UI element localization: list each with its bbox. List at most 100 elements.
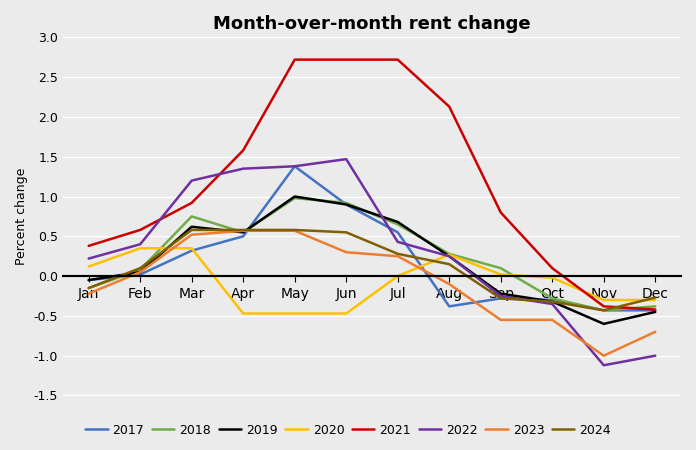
2018 (290, 195, 299, 201)
2023 (548, 317, 556, 323)
2019 (342, 202, 350, 207)
2019 (239, 230, 247, 235)
2020 (239, 311, 247, 316)
2018 (239, 230, 247, 235)
2022 (187, 178, 196, 183)
2022 (599, 363, 608, 368)
2023 (136, 270, 144, 275)
2020 (393, 274, 402, 279)
2017 (239, 234, 247, 239)
Line: 2017: 2017 (88, 166, 655, 310)
2022 (239, 166, 247, 171)
2019 (496, 291, 505, 296)
2023 (290, 228, 299, 234)
2021 (496, 210, 505, 215)
2020 (187, 246, 196, 251)
2017 (84, 277, 93, 283)
2021 (445, 104, 453, 109)
Line: 2019: 2019 (88, 197, 655, 324)
2021 (548, 266, 556, 271)
2022 (393, 239, 402, 245)
2021 (599, 304, 608, 309)
2018 (548, 296, 556, 301)
2017 (290, 163, 299, 169)
2020 (136, 246, 144, 251)
2019 (445, 253, 453, 259)
2020 (548, 275, 556, 280)
2021 (239, 148, 247, 153)
2021 (342, 57, 350, 62)
2024 (496, 296, 505, 301)
2021 (84, 243, 93, 248)
Legend: 2017, 2018, 2019, 2020, 2021, 2022, 2023, 2024: 2017, 2018, 2019, 2020, 2021, 2022, 2023… (80, 418, 616, 441)
Line: 2024: 2024 (88, 230, 655, 310)
2024 (136, 266, 144, 271)
2021 (187, 200, 196, 206)
2017 (342, 202, 350, 207)
2022 (651, 353, 659, 358)
2017 (187, 248, 196, 253)
Line: 2018: 2018 (88, 198, 655, 310)
Y-axis label: Percent change: Percent change (15, 168, 28, 265)
2019 (393, 219, 402, 225)
2022 (84, 256, 93, 261)
2020 (84, 264, 93, 269)
2019 (187, 224, 196, 230)
2022 (445, 253, 453, 259)
2024 (393, 251, 402, 256)
2017 (548, 297, 556, 303)
2021 (651, 307, 659, 312)
2021 (136, 227, 144, 233)
2017 (136, 272, 144, 277)
2023 (239, 228, 247, 234)
2023 (651, 329, 659, 334)
2017 (599, 308, 608, 313)
2023 (187, 232, 196, 238)
Line: 2021: 2021 (88, 59, 655, 310)
2024 (239, 227, 247, 233)
2019 (136, 270, 144, 275)
2019 (84, 277, 93, 283)
2021 (290, 57, 299, 62)
2024 (84, 285, 93, 291)
2024 (342, 230, 350, 235)
2022 (136, 242, 144, 247)
2024 (445, 261, 453, 267)
2018 (84, 285, 93, 291)
2024 (187, 227, 196, 233)
2020 (290, 311, 299, 316)
Line: 2020: 2020 (88, 248, 655, 314)
2023 (445, 281, 453, 287)
2020 (496, 272, 505, 277)
2017 (445, 304, 453, 309)
2018 (393, 222, 402, 227)
2018 (187, 214, 196, 219)
2023 (393, 253, 402, 259)
2019 (548, 299, 556, 304)
Title: Month-over-month rent change: Month-over-month rent change (213, 15, 531, 33)
2019 (599, 321, 608, 327)
2018 (496, 266, 505, 271)
2018 (136, 267, 144, 272)
Line: 2022: 2022 (88, 159, 655, 365)
2023 (342, 250, 350, 255)
Line: 2023: 2023 (88, 231, 655, 356)
2024 (548, 299, 556, 304)
2018 (342, 200, 350, 206)
2022 (548, 301, 556, 306)
2024 (290, 227, 299, 233)
2018 (651, 304, 659, 309)
2024 (599, 308, 608, 313)
2022 (496, 293, 505, 299)
2020 (445, 252, 453, 257)
2020 (651, 297, 659, 303)
2018 (599, 308, 608, 313)
2022 (290, 163, 299, 169)
2020 (342, 311, 350, 316)
2023 (496, 317, 505, 323)
2022 (342, 157, 350, 162)
2020 (599, 297, 608, 303)
2024 (651, 295, 659, 300)
2018 (445, 251, 453, 256)
2019 (290, 194, 299, 199)
